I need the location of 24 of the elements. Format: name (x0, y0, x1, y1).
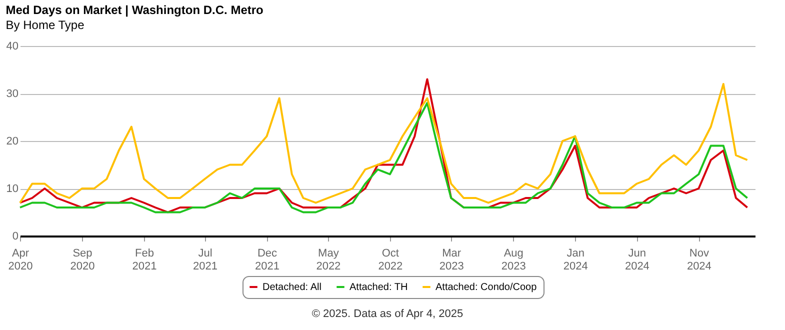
x-tick-label: Jun 2024 (624, 248, 650, 272)
x-tick-label: Sep 2020 (70, 248, 95, 272)
y-tick-label: 0 (12, 230, 18, 242)
chart-title: Med Days on Market | Washington D.C. Metro (6, 3, 264, 17)
y-tick-label: 10 (6, 183, 18, 195)
y-tick-label: 40 (6, 40, 18, 52)
x-tick-label: Dec 2021 (255, 248, 280, 272)
legend-label: Attached: TH (350, 282, 408, 293)
legend-label: Detached: All (262, 282, 322, 293)
x-tick-label: Feb 2021 (132, 248, 157, 272)
x-tick-label: Aug 2023 (501, 248, 526, 272)
x-tick-label: Nov 2024 (686, 248, 712, 272)
chart-subtitle: By Home Type (6, 18, 85, 32)
text: © 2025. Data as of Apr 4, 2025 (312, 308, 464, 320)
x-tick-label: Mar 2023 (439, 248, 464, 272)
x-tick-label: Oct 2022 (378, 248, 403, 272)
y-tick-label: 20 (6, 136, 18, 148)
x-tick-label: Jul 2021 (193, 248, 218, 272)
x-tick-label: Jan 2024 (563, 248, 588, 272)
legend-label: Attached: Condo/Coop (436, 282, 538, 293)
x-tick-label: May 2022 (316, 248, 341, 272)
y-tick-label: 30 (6, 88, 18, 100)
line-series (19, 102, 748, 214)
x-tick-label: Apr 2020 (8, 248, 33, 272)
